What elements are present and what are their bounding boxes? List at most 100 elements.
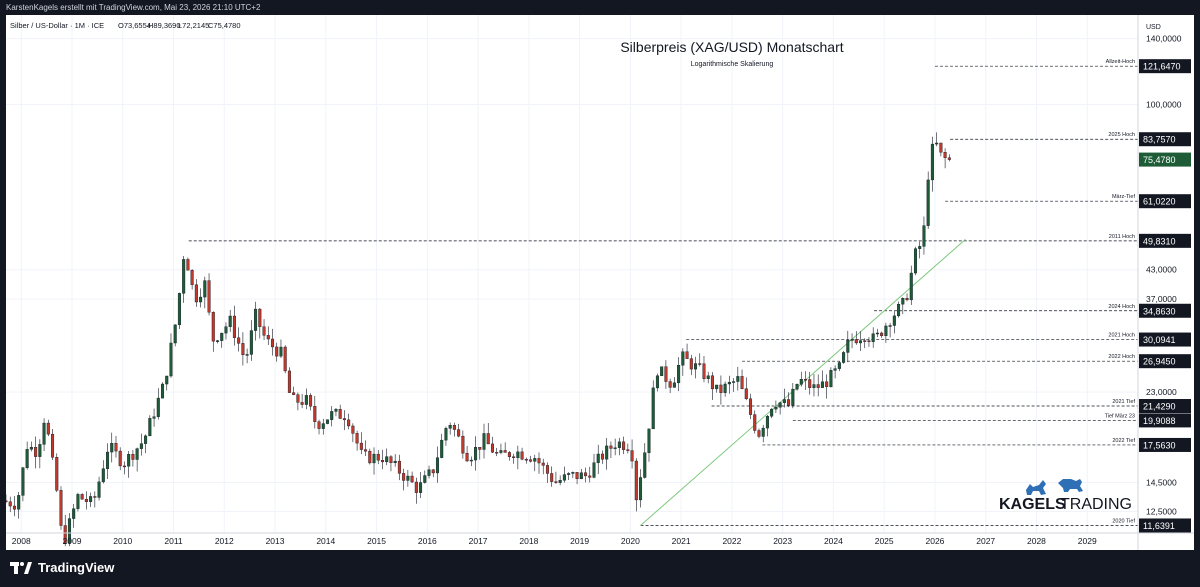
candle-body (76, 494, 80, 509)
candle-body (626, 449, 630, 451)
candle-body (579, 472, 583, 480)
time-tick-label: 2009 (63, 536, 82, 546)
candle-body (710, 375, 714, 390)
candle-body (6, 500, 8, 503)
candle-body (499, 450, 503, 453)
candle-body (279, 346, 283, 357)
candle-body (410, 475, 414, 483)
candle-body (448, 425, 452, 429)
candle-body (29, 446, 33, 450)
candle-body (677, 365, 681, 384)
candle-body (440, 439, 444, 458)
time-tick-label: 2020 (621, 536, 640, 546)
candle-body (854, 339, 858, 344)
candle-body (224, 326, 228, 334)
level-price-tag (1139, 399, 1191, 414)
level-price-tag (1139, 59, 1191, 74)
candle-body (106, 451, 110, 469)
legend-symbol: Silber / US-Dollar · 1M · ICE (10, 21, 104, 30)
candle-body (266, 335, 270, 340)
candle-body (664, 366, 668, 382)
time-tick-label: 2029 (1078, 536, 1097, 546)
candle-body (461, 435, 465, 454)
level-name: 2022 Tief (1112, 438, 1135, 444)
candle-body (254, 308, 258, 331)
candle-body (694, 363, 698, 370)
level-price-label: 19,9088 (1143, 416, 1176, 426)
candle-body (406, 475, 410, 481)
candle-body (93, 496, 97, 498)
time-tick-label: 2024 (824, 536, 843, 546)
tradingview-icon (10, 561, 32, 574)
candle-body (368, 450, 372, 464)
time-tick-label: 2017 (469, 536, 488, 546)
candlestick-chart[interactable]: Allzeit-Hoch 2025 Hoch März-Tief 2011 Hoch 2… (6, 15, 1194, 550)
level-price-label: 83,7570 (1143, 135, 1176, 145)
candle-body (791, 388, 795, 406)
level-price-tag (1139, 354, 1191, 369)
level-price-label: 11,6391 (1143, 521, 1175, 531)
candle-body (926, 179, 930, 226)
candle-body (761, 427, 765, 437)
candle-body (245, 354, 249, 356)
candle-body (550, 473, 554, 482)
level-price-tag (1139, 132, 1191, 147)
candle-body (588, 475, 592, 478)
candle-body (829, 370, 833, 388)
candle-body (567, 473, 571, 475)
tradingview-brand[interactable]: TradingView (10, 560, 114, 575)
candle-body (503, 450, 507, 453)
candle-body (647, 428, 651, 453)
candle-body (930, 143, 934, 181)
time-tick-label: 2022 (722, 536, 741, 546)
candle-body (825, 381, 829, 388)
candle-body (630, 450, 634, 462)
candle-body (173, 324, 177, 344)
candle-body (858, 340, 863, 344)
candle-body (118, 450, 122, 467)
candle-body (144, 435, 148, 444)
candle-body (228, 315, 232, 327)
candle-body (321, 423, 325, 429)
candle-body (258, 308, 262, 327)
level-price-tag (1139, 437, 1191, 452)
candle-body (423, 475, 427, 483)
candle-body (21, 467, 25, 496)
candle-body (355, 433, 359, 444)
candle-body (668, 381, 672, 388)
level-name: 2021 Tief (1112, 399, 1135, 405)
candle-body (325, 419, 330, 424)
candle-body (605, 445, 609, 460)
candle-body (871, 333, 875, 342)
bear-icon (1058, 479, 1083, 492)
candle-body (359, 442, 363, 450)
candle-body (875, 332, 879, 335)
candle-body (292, 392, 296, 395)
candle-body (584, 472, 588, 477)
price-tick-label: 37,0000 (1146, 294, 1177, 304)
time-tick-label: 2028 (1027, 536, 1046, 546)
candle-body (706, 375, 710, 379)
candle-body (262, 326, 266, 336)
level-name: Tief März 23 (1105, 413, 1135, 419)
level-name: 2021 Hoch (1108, 333, 1135, 339)
candle-body (639, 477, 643, 501)
candle-body (127, 454, 131, 467)
time-tick-label: 2019 (570, 536, 589, 546)
level-price-tag (1139, 194, 1191, 209)
time-tick-label: 2008 (12, 536, 31, 546)
candle-body (816, 384, 820, 388)
candle-body (419, 482, 423, 493)
candle-body (435, 457, 439, 474)
candle-body (863, 340, 867, 342)
candle-body (545, 465, 549, 474)
candle-body (702, 363, 706, 379)
candle-body (364, 449, 368, 452)
level-name: 2022 Hoch (1108, 354, 1135, 360)
candle-body (495, 452, 499, 454)
current-price-label: 75,4780 (1143, 155, 1176, 165)
candle-body (347, 419, 351, 427)
candle-body (169, 342, 173, 377)
candle-body (660, 366, 664, 376)
candle-body (935, 142, 939, 145)
